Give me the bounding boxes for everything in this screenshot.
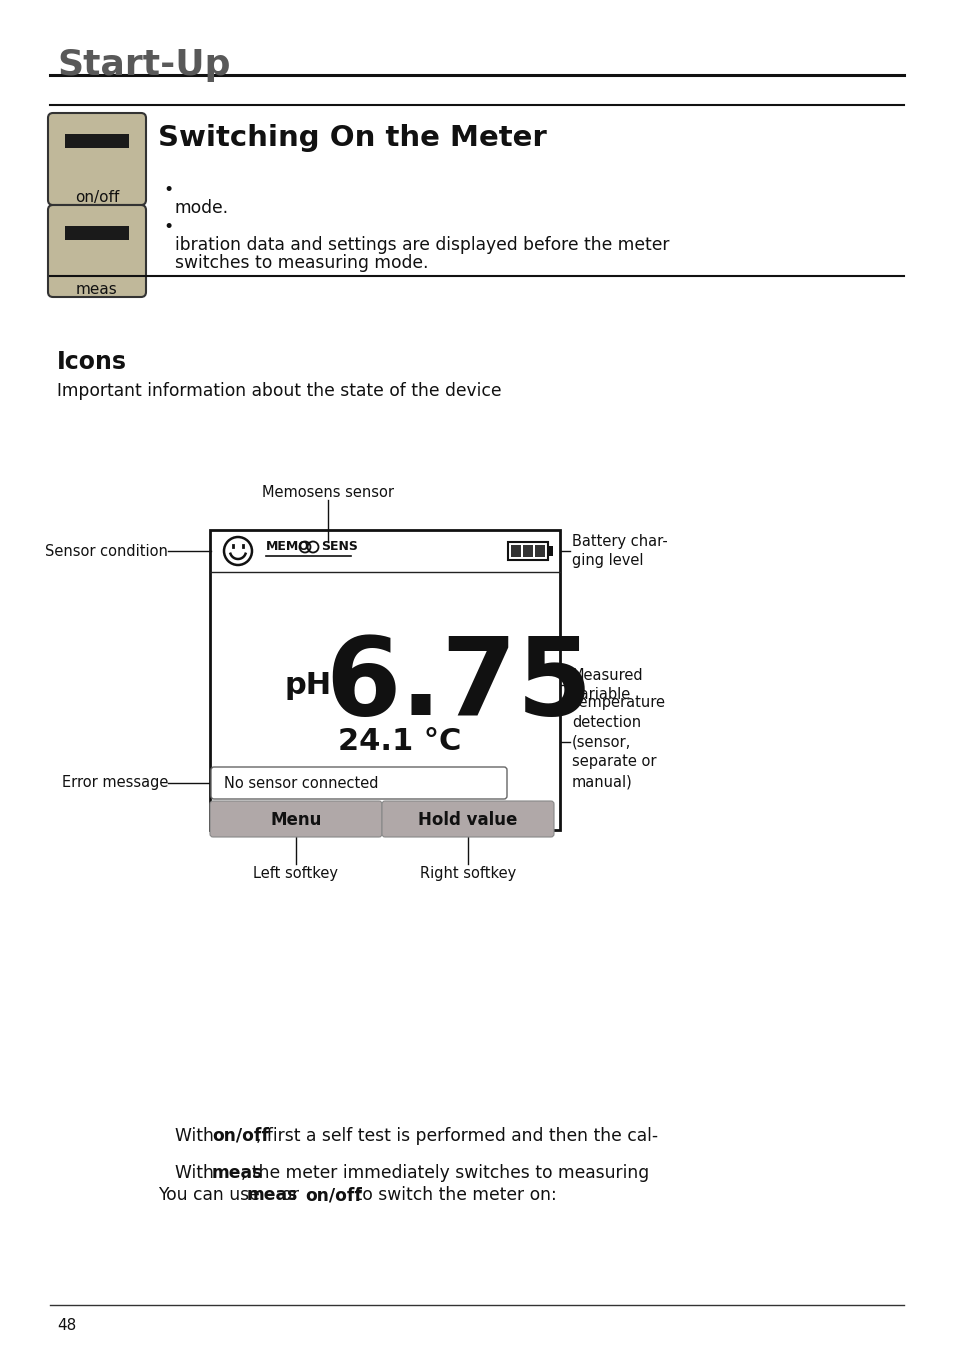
Text: Important information about the state of the device: Important information about the state of… (57, 382, 501, 399)
Text: Switching On the Meter: Switching On the Meter (158, 124, 546, 152)
FancyBboxPatch shape (48, 204, 146, 297)
Text: MEMO: MEMO (266, 539, 310, 553)
Bar (547, 546, 553, 555)
FancyBboxPatch shape (210, 802, 381, 837)
Text: Measured
variable: Measured variable (572, 667, 643, 702)
FancyBboxPatch shape (48, 113, 146, 204)
Text: With: With (174, 1127, 219, 1145)
Bar (511, 545, 520, 557)
Text: SENS: SENS (320, 539, 357, 553)
Text: 6.75: 6.75 (325, 632, 592, 738)
Text: to switch the meter on:: to switch the meter on: (350, 1186, 556, 1204)
FancyBboxPatch shape (211, 767, 506, 799)
Bar (210, 530, 559, 830)
Text: Sensor condition: Sensor condition (45, 543, 168, 558)
Text: ibration data and settings are displayed before the meter: ibration data and settings are displayed… (174, 235, 669, 254)
Text: pH: pH (285, 671, 332, 699)
Bar (535, 545, 544, 557)
Text: Left softkey: Left softkey (253, 866, 338, 881)
Bar (522, 545, 533, 557)
Text: 48: 48 (57, 1318, 76, 1333)
Text: Error message: Error message (62, 776, 168, 791)
Text: No sensor connected: No sensor connected (224, 776, 378, 791)
Text: , the meter immediately switches to measuring: , the meter immediately switches to meas… (241, 1163, 649, 1182)
Text: Start-Up: Start-Up (57, 48, 231, 82)
Text: on/off: on/off (212, 1127, 269, 1145)
Bar (65, 226, 129, 239)
Text: Icons: Icons (57, 350, 127, 374)
Text: Battery char-
ging level: Battery char- ging level (572, 534, 667, 569)
Text: on/off: on/off (305, 1186, 362, 1204)
Text: You can use: You can use (158, 1186, 265, 1204)
Bar (65, 134, 129, 148)
Text: Temperature
detection
(sensor,
separate or
manual): Temperature detection (sensor, separate … (572, 695, 664, 790)
Text: 24.1 °C: 24.1 °C (338, 728, 461, 756)
Text: meas: meas (212, 1163, 263, 1182)
Text: mode.: mode. (174, 199, 229, 217)
Text: on/off: on/off (74, 190, 119, 204)
Text: •: • (163, 182, 173, 199)
Text: Right softkey: Right softkey (419, 866, 516, 881)
Bar (507, 542, 547, 560)
Text: switches to measuring mode.: switches to measuring mode. (174, 254, 428, 272)
Text: Menu: Menu (270, 811, 321, 829)
Text: Memosens sensor: Memosens sensor (262, 486, 394, 500)
Text: meas: meas (76, 282, 118, 297)
FancyBboxPatch shape (381, 802, 554, 837)
Text: or: or (275, 1186, 304, 1204)
Text: Hold value: Hold value (417, 811, 517, 829)
Text: With: With (174, 1163, 219, 1182)
Text: •: • (163, 218, 173, 235)
Text: , first a self test is performed and then the cal-: , first a self test is performed and the… (256, 1127, 658, 1145)
Text: meas: meas (246, 1186, 297, 1204)
